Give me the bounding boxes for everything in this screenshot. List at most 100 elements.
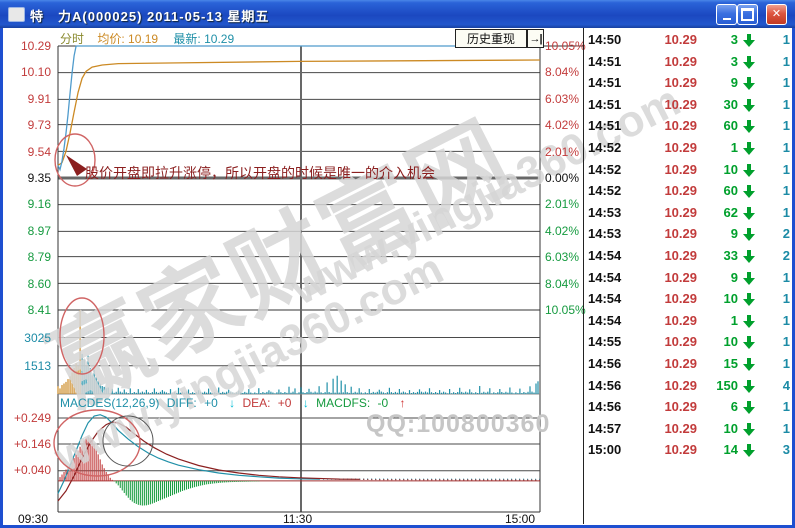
price-axis-label: 9.73: [27, 118, 51, 133]
dea-down-arrow-icon: ↓: [302, 396, 309, 410]
trade-row[interactable]: 15:00 10.29 14 3: [584, 440, 792, 462]
trade-volume: 6: [730, 399, 738, 415]
trade-row[interactable]: 14:55 10.29 10 1: [584, 332, 792, 354]
window-title: 特 力A(000025) 2011-05-13 星期五: [30, 9, 270, 24]
percent-axis-label: 4.02%: [545, 223, 580, 238]
trade-volume: 150: [716, 377, 738, 393]
panel-divider: [583, 28, 584, 524]
trade-row[interactable]: 14:51 10.29 30 1: [584, 95, 792, 117]
down-arrow-icon: [743, 379, 755, 393]
percent-axis: 10.05% 8.04% 6.03% 4.02% 2.01% 0.00% 2.01% 4.02…: [545, 33, 591, 323]
tick-trade-list[interactable]: 14:50 10.29 3 1 14:51 10.29 3 1 14:51 10…: [584, 30, 792, 462]
trade-row[interactable]: 14:53 10.29 9 2: [584, 224, 792, 246]
down-arrow-icon: [743, 249, 755, 263]
trade-price: 10.29: [664, 204, 697, 220]
trade-time: 14:54: [588, 247, 622, 263]
trade-count: 1: [782, 420, 790, 436]
down-arrow-icon: [743, 163, 755, 177]
trade-price: 10.29: [664, 32, 697, 47]
trade-row[interactable]: 14:56 10.29 150 4: [584, 376, 792, 398]
trade-time: 14:57: [588, 420, 622, 436]
watermark-qq: QQ:100800360: [366, 410, 551, 438]
down-arrow-icon: [743, 444, 755, 458]
trade-price: 10.29: [664, 75, 697, 91]
trade-price: 10.29: [664, 312, 697, 328]
trade-volume: 62: [723, 204, 738, 220]
trade-volume: 10: [723, 420, 738, 436]
trade-row[interactable]: 14:52 10.29 60 1: [584, 181, 792, 203]
close-button[interactable]: ✕: [766, 4, 787, 25]
macd-axis-label: +0.249: [13, 411, 51, 425]
trade-count: 1: [782, 96, 790, 112]
minimize-button[interactable]: [716, 4, 737, 25]
trade-volume: 1: [730, 139, 738, 155]
trade-row[interactable]: 14:52 10.29 10 1: [584, 160, 792, 182]
volume-axis-label: 1513: [24, 358, 51, 373]
down-arrow-icon: [743, 422, 755, 436]
trade-row[interactable]: 14:51 10.29 3 1: [584, 52, 792, 74]
trade-row[interactable]: 14:54 10.29 9 1: [584, 268, 792, 290]
trade-row[interactable]: 14:51 10.29 9 1: [584, 73, 792, 95]
trade-count: 1: [782, 204, 790, 220]
time-axis-label: 09:30: [18, 512, 49, 526]
trade-price: 10.29: [664, 355, 697, 371]
trade-price: 10.29: [664, 334, 697, 350]
price-axis-label: 8.41: [27, 302, 51, 317]
trade-volume: 15: [723, 355, 738, 371]
time-axis-label: 15:00: [505, 512, 536, 526]
trade-time: 14:55: [588, 334, 622, 350]
trade-time: 14:54: [588, 291, 622, 307]
trade-count: 1: [782, 399, 790, 415]
price-axis-label: 9.91: [27, 91, 51, 106]
trade-volume: 9: [730, 226, 738, 242]
diff-down-arrow-icon: ↓: [229, 396, 236, 410]
maximize-button[interactable]: [737, 4, 758, 25]
down-arrow-icon: [743, 55, 755, 69]
title-bar[interactable]: 特 力A(000025) 2011-05-13 星期五 ✕: [0, 0, 795, 28]
trade-time: 14:54: [588, 269, 622, 285]
down-arrow-icon: [743, 357, 755, 371]
down-arrow-icon: [743, 206, 755, 220]
trade-price: 10.29: [664, 399, 697, 415]
trade-count: 1: [782, 291, 790, 307]
trade-row[interactable]: 14:50 10.29 3 1: [584, 30, 792, 52]
history-replay-button[interactable]: 历史重现: [455, 29, 527, 48]
volume-axis: 3025 1513: [0, 323, 54, 380]
trade-row[interactable]: 14:56 10.29 6 1: [584, 397, 792, 419]
price-axis-label: 9.35: [27, 170, 51, 185]
trade-price: 10.29: [664, 96, 697, 112]
trade-price: 10.29: [664, 53, 697, 69]
trade-row[interactable]: 14:54 10.29 10 1: [584, 289, 792, 311]
trade-count: 1: [782, 75, 790, 91]
trade-row[interactable]: 14:54 10.29 33 2: [584, 246, 792, 268]
percent-axis-label: 4.02%: [545, 118, 580, 133]
trade-count: 1: [782, 355, 790, 371]
trade-price: 10.29: [664, 183, 697, 199]
trade-volume: 10: [723, 334, 738, 350]
trade-count: 2: [782, 226, 790, 242]
trade-row[interactable]: 14:52 10.29 1 1: [584, 138, 792, 160]
down-arrow-icon: [743, 120, 755, 134]
down-arrow-icon: [743, 185, 755, 199]
trade-count: 4: [782, 377, 790, 393]
trade-count: 2: [782, 247, 790, 263]
trade-volume: 30: [723, 96, 738, 112]
price-axis: 10.29 10.10 9.91 9.73 9.54 9.35 9.16 8.97 8.79 8.…: [0, 33, 54, 323]
trade-count: 1: [782, 139, 790, 155]
trade-row[interactable]: 14:57 10.29 10 1: [584, 419, 792, 441]
trade-row[interactable]: 14:51 10.29 60 1: [584, 116, 792, 138]
trade-volume: 9: [730, 75, 738, 91]
trade-volume: 14: [723, 442, 738, 458]
percent-axis-label: 6.03%: [545, 91, 580, 106]
trade-count: 1: [782, 118, 790, 134]
trade-volume: 60: [723, 183, 738, 199]
percent-axis-label: 8.04%: [545, 276, 580, 291]
next-step-icon[interactable]: →|: [527, 29, 544, 48]
trade-row[interactable]: 14:56 10.29 15 1: [584, 354, 792, 376]
trade-time: 14:51: [588, 96, 622, 112]
trade-row[interactable]: 14:53 10.29 62 1: [584, 203, 792, 225]
trade-price: 10.29: [664, 161, 697, 177]
macd-name: MACDES(12,26,9): [60, 396, 160, 410]
price-axis-label: 9.16: [27, 197, 51, 212]
trade-row[interactable]: 14:54 10.29 1 1: [584, 311, 792, 333]
